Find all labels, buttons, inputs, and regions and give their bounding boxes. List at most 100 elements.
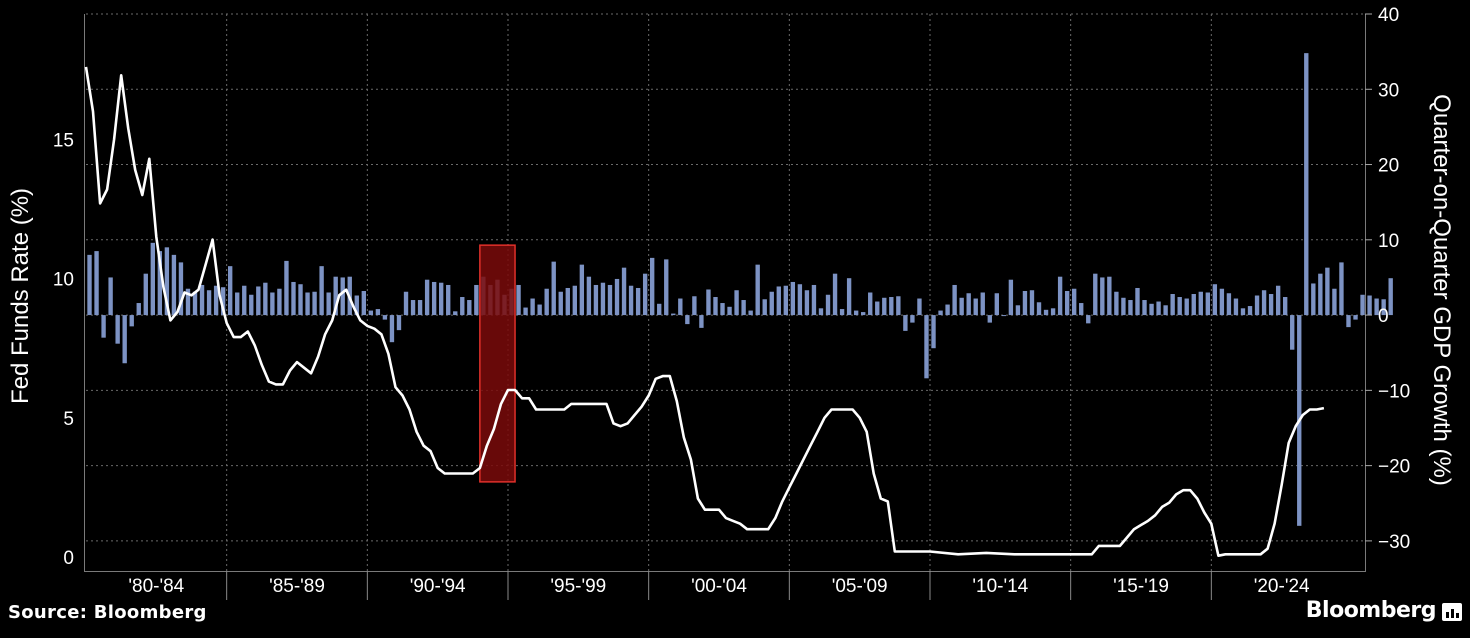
gdp-bar [776, 286, 781, 316]
x-tick-label: '95-'99 [550, 576, 606, 597]
gdp-bar [284, 260, 289, 316]
gdp-bar [769, 291, 774, 316]
gdp-bar [298, 284, 303, 316]
gdp-bar [783, 285, 788, 316]
gdp-bar [635, 287, 641, 316]
right-axis-label: Quarter-on-Quarter GDP Growth (%) [1428, 94, 1455, 486]
gdp-bar [832, 273, 838, 316]
x-axis-baseline [84, 571, 1366, 572]
gdp-bar [382, 315, 388, 320]
gdp-bar [1093, 273, 1098, 316]
gdp-bar [1240, 308, 1246, 316]
gdp-bar [530, 298, 535, 316]
gdp-bar [94, 251, 99, 316]
grid [86, 13, 1365, 571]
gdp-bar [1219, 288, 1225, 316]
gdp-bar [87, 254, 92, 316]
gdp-bar [558, 291, 563, 316]
gdp-bar [1022, 290, 1028, 316]
plot-frame-left [84, 14, 85, 572]
gdp-bar [593, 284, 599, 316]
gdp-bar [263, 282, 268, 316]
gdp-bar [1388, 278, 1393, 316]
gdp-bar [910, 315, 915, 323]
x-tick-label: '20-'24 [1254, 576, 1310, 597]
gdp-bar [1029, 290, 1035, 316]
gdp-bar [1205, 292, 1210, 316]
right-tick-label: −10 [1378, 381, 1410, 402]
gdp-bar [720, 303, 725, 316]
gdp-bar [664, 259, 669, 316]
gdp-bar [333, 276, 338, 316]
fed-funds-rate-line [84, 66, 1325, 557]
gdp-bar [642, 273, 648, 316]
gdp-bar [326, 292, 331, 316]
gdp-bar [228, 266, 233, 316]
right-axis-ticks: −30 −20 −10 0 10 20 30 40 [1365, 5, 1410, 553]
gdp-bar [868, 292, 873, 316]
gdp-bar [917, 298, 922, 316]
gdp-bar [242, 285, 247, 316]
gdp-bar [460, 297, 465, 316]
gdp-bar [1001, 315, 1007, 317]
gdp-bar [699, 315, 704, 328]
gdp-bar [966, 293, 971, 316]
gdp-bar [1184, 298, 1189, 316]
gdp-bar [1374, 298, 1379, 316]
gdp-bar [607, 284, 613, 316]
gdp-bar [115, 315, 120, 344]
gdp-bar [1015, 305, 1021, 316]
gdp-bar [340, 277, 345, 316]
x-tick-label: '05-'09 [832, 576, 888, 597]
gdp-bar [213, 285, 219, 316]
gdp-bar [755, 264, 760, 316]
gdp-bar [1156, 301, 1161, 316]
plot-frame-right [1365, 14, 1366, 572]
gdp-bar [1142, 300, 1147, 316]
gdp-bar [973, 298, 978, 316]
gdp-bar [220, 287, 226, 316]
gdp-bar [431, 281, 437, 316]
gdp-bar [1198, 291, 1203, 316]
left-axis-ticks: 0 5 10 15 [53, 130, 74, 569]
gdp-bar [1247, 306, 1253, 316]
gdp-bar [516, 284, 521, 316]
gdp-bar [678, 298, 683, 316]
gdp-bar [1339, 262, 1344, 316]
gdp-bar [600, 282, 606, 316]
gdp-bar [994, 293, 999, 316]
gdp-bar [1226, 293, 1232, 316]
gdp-bar [1057, 276, 1063, 316]
gdp-bar [875, 301, 880, 316]
gdp-bar [657, 303, 662, 316]
gdp-bar [1128, 300, 1133, 316]
gdp-bar [818, 308, 824, 316]
gdp-bar [206, 290, 212, 316]
gdp-bar [804, 290, 810, 316]
right-tick-label: 40 [1378, 5, 1399, 26]
gdp-bar [467, 300, 472, 316]
gdp-bar [312, 291, 317, 316]
gdp-bar [1043, 309, 1049, 316]
gdp-bar [952, 284, 957, 316]
gdp-bar [446, 284, 451, 316]
gdp-bar [277, 288, 282, 316]
gdp-bar [1170, 294, 1175, 316]
gdp-bar [882, 297, 887, 316]
gdp-bar [235, 292, 240, 316]
gdp-bar [164, 247, 170, 316]
gdp-bar [1325, 267, 1330, 316]
gdp-bar [1212, 284, 1218, 316]
gdp-bar [1268, 294, 1274, 316]
gdp-bar [129, 315, 134, 327]
gdp-bar [1163, 305, 1168, 316]
right-tick-label: 10 [1378, 231, 1399, 252]
gdp-bar [199, 284, 205, 316]
gdp-bar [523, 307, 528, 316]
gdp-bar [157, 251, 163, 316]
right-tick-label: 30 [1378, 80, 1399, 101]
bloomberg-terminal-icon [1442, 603, 1462, 621]
gdp-bar [938, 310, 943, 316]
